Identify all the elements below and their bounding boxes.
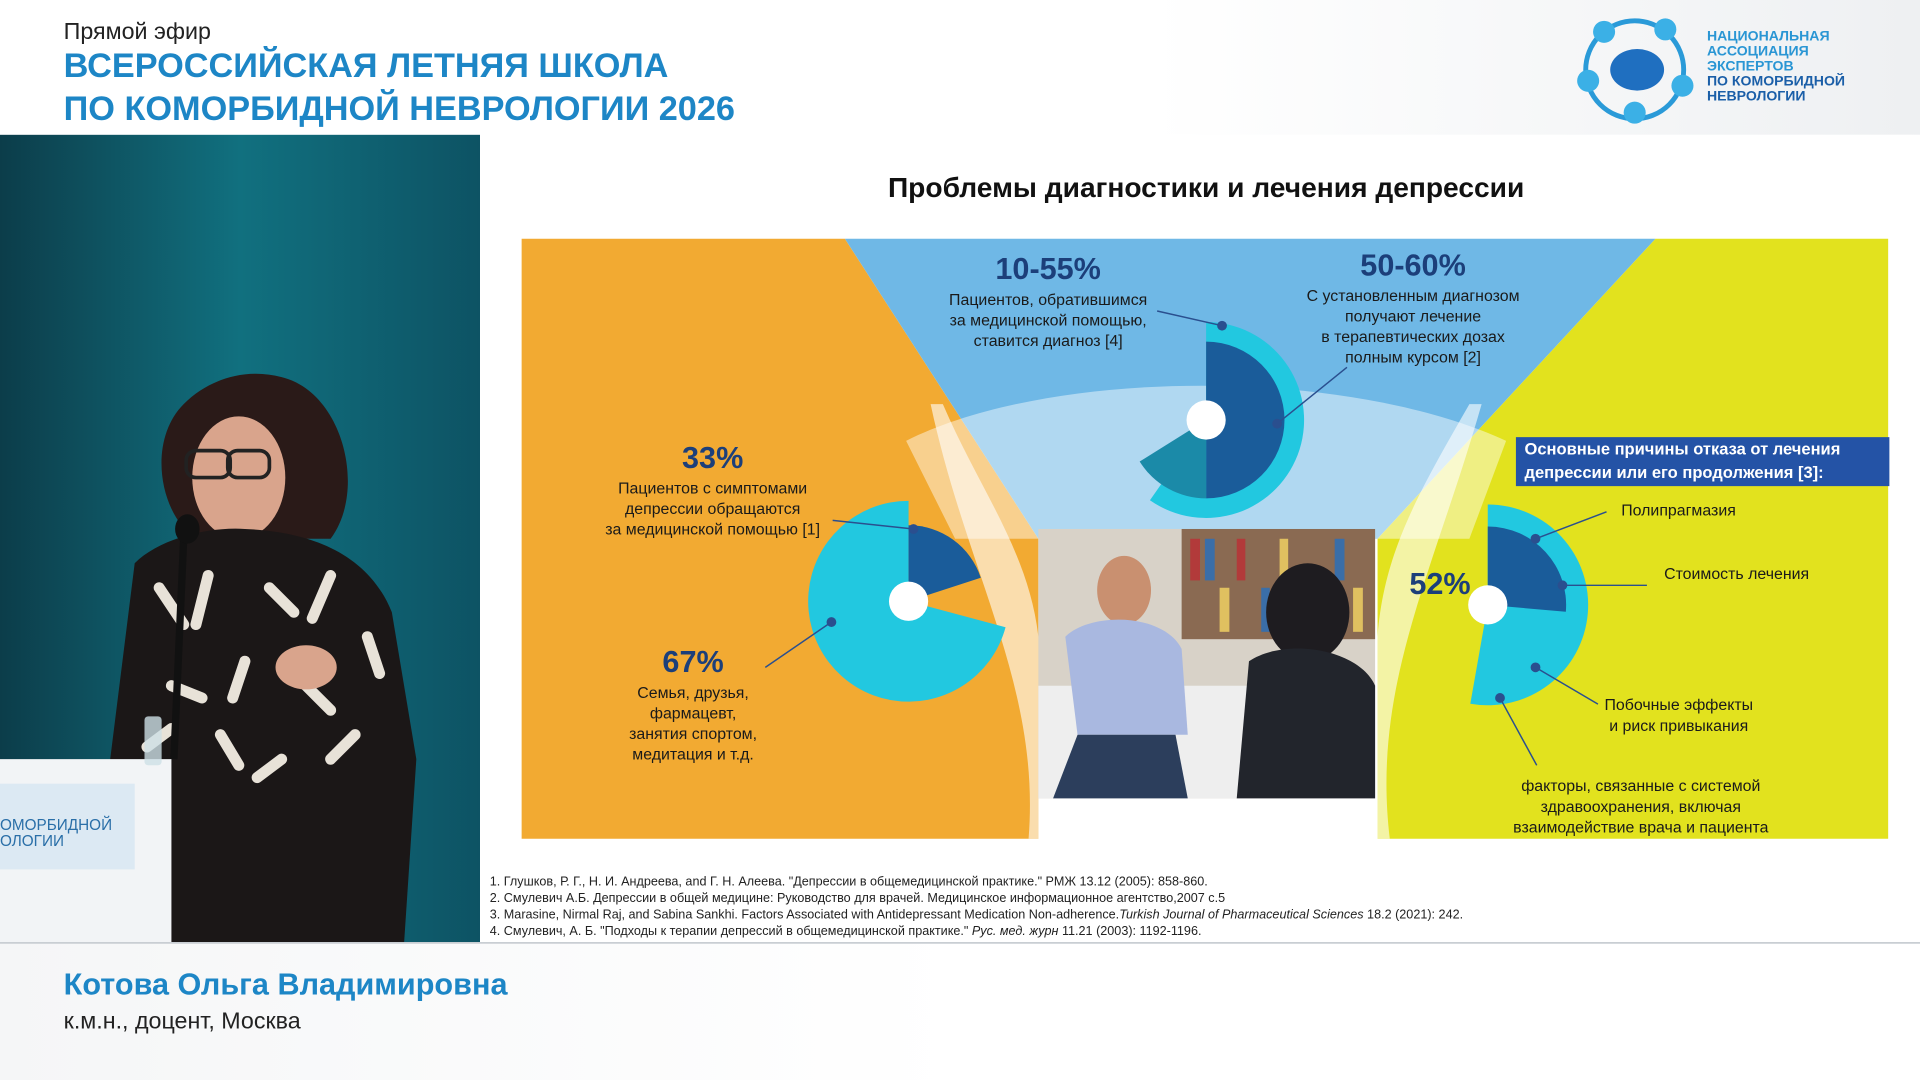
reason-label: и риск привыкания bbox=[1609, 718, 1748, 735]
live-label: Прямой эфир bbox=[64, 18, 211, 44]
photo bbox=[1038, 528, 1376, 799]
right-glow bbox=[1377, 404, 1482, 839]
stat-text: С установленным диагнозом bbox=[1307, 288, 1520, 305]
reason-label: Стоимость лечения bbox=[1664, 566, 1809, 583]
stat-text: занятия спортом, bbox=[629, 726, 757, 743]
pie-hole bbox=[1468, 585, 1508, 625]
speaker-figure bbox=[110, 373, 417, 943]
stat-text: Семья, друзья, bbox=[637, 685, 749, 702]
logo-mark bbox=[1577, 18, 1694, 124]
connector bbox=[1156, 310, 1223, 327]
stat-text: получают лечение bbox=[1345, 309, 1481, 326]
reference-part: 18.2 (2021): 242. bbox=[1364, 907, 1464, 921]
connector-dot bbox=[1557, 580, 1568, 591]
stat-value: 10-55% bbox=[995, 252, 1101, 286]
connector bbox=[1276, 366, 1348, 425]
reference: 1. Глушков, Р. Г., Н. И. Андреева, and Г… bbox=[490, 874, 1208, 888]
stat-text: полным курсом [2] bbox=[1345, 350, 1481, 367]
stat-text: Пациентов с симптомами bbox=[618, 480, 807, 497]
pie-segment bbox=[908, 525, 981, 602]
connector bbox=[832, 519, 914, 530]
connector-dot bbox=[1272, 418, 1283, 429]
stat-value: 50-60% bbox=[1360, 249, 1466, 283]
reference-part: 3. Marasine, Nirmal Raj, and Sabina Sank… bbox=[490, 907, 1119, 921]
footer-band bbox=[0, 942, 1920, 1080]
stat-value: 52% bbox=[1409, 567, 1470, 601]
reasons-heading: Основные причины отказа от лечения bbox=[1524, 439, 1840, 458]
reference: 2. Смулевич А.Б. Депрессии в общей медиц… bbox=[490, 891, 1225, 905]
connector-dot bbox=[1495, 693, 1505, 703]
reference-journal: Turkish Journal of Pharmaceutical Scienc… bbox=[1119, 907, 1364, 921]
speaker-role: к.м.н., доцент, Москва bbox=[64, 1008, 301, 1034]
reference-part: 11.21 (2003): 1192-1196. bbox=[1058, 924, 1201, 938]
reason-label: взаимодействие врача и пациента bbox=[1513, 820, 1768, 837]
logo-text: ПО КОМОРБИДНОЙ bbox=[1707, 72, 1845, 89]
connector bbox=[764, 621, 832, 668]
reference: 3. Marasine, Nirmal Raj, and Sabina Sank… bbox=[490, 907, 1463, 921]
pie-segment bbox=[1487, 526, 1567, 612]
logo-text: АССОЦИАЦИЯ bbox=[1707, 42, 1809, 58]
stat-text: за медицинской помощью, bbox=[950, 312, 1147, 329]
pie-hole bbox=[1186, 400, 1226, 440]
connector bbox=[1535, 511, 1607, 540]
stat-text: депрессии обращаются bbox=[625, 501, 800, 518]
stat-value: 33% bbox=[682, 441, 743, 475]
event-title: ВСЕРОССИЙСКАЯ ЛЕТНЯЯ ШКОЛА bbox=[64, 45, 669, 85]
connector-dot bbox=[908, 524, 919, 534]
left-glow bbox=[930, 404, 1039, 839]
pie-segment bbox=[1139, 420, 1207, 499]
connector-dot bbox=[1530, 662, 1541, 673]
reference: 4. Смулевич, А. Б. "Подходы к терапии де… bbox=[490, 924, 1202, 938]
stat-text: медитация и т.д. bbox=[632, 746, 754, 763]
connector-dot bbox=[826, 617, 837, 627]
reason-label: Полипрагмазия bbox=[1621, 503, 1736, 520]
connector bbox=[1535, 666, 1599, 705]
logo-text: ЭКСПЕРТОВ bbox=[1707, 58, 1794, 74]
event-title: ПО КОМОРБИДНОЙ НЕВРОЛОГИИ 2026 bbox=[64, 88, 735, 128]
podium-text: ОМОРБИДНОЙ bbox=[0, 816, 112, 834]
stat-value: 67% bbox=[662, 645, 723, 679]
reasons-heading: депрессии или его продолжения [3]: bbox=[1524, 463, 1823, 482]
stat-text: ставится диагноз [4] bbox=[974, 333, 1123, 350]
logo-text: НЕВРОЛОГИИ bbox=[1707, 88, 1806, 104]
pie-segment bbox=[1206, 341, 1285, 499]
podium bbox=[0, 716, 172, 943]
reference-journal: Рус. мед. журн bbox=[972, 924, 1059, 938]
speaker-name: Котова Ольга Владимировна bbox=[64, 967, 509, 1001]
stat-text: за медицинской помощью [1] bbox=[605, 521, 820, 538]
reason-label: Побочные эффекты bbox=[1604, 697, 1753, 714]
stat-text: Пациентов, обратившимся bbox=[949, 292, 1147, 309]
pie-hole bbox=[888, 581, 929, 621]
connector-dot bbox=[1530, 533, 1541, 544]
connector-dot bbox=[1217, 320, 1227, 331]
stat-text: в терапевтических дозах bbox=[1321, 329, 1505, 346]
podium-text: ОЛОГИИ bbox=[0, 833, 64, 850]
logo-text: НАЦИОНАЛЬНАЯ bbox=[1707, 27, 1830, 43]
connector bbox=[1499, 697, 1538, 766]
slide-title: Проблемы диагностики и лечения депрессии bbox=[888, 172, 1524, 203]
reason-label: факторы, связанные с системой bbox=[1521, 778, 1760, 795]
stat-text: фармацевт, bbox=[650, 705, 736, 722]
reason-label: здравоохранения, включая bbox=[1541, 799, 1741, 816]
reference-part: 4. Смулевич, А. Б. "Подходы к терапии де… bbox=[490, 924, 972, 938]
reasons-heading-box bbox=[1515, 437, 1890, 487]
